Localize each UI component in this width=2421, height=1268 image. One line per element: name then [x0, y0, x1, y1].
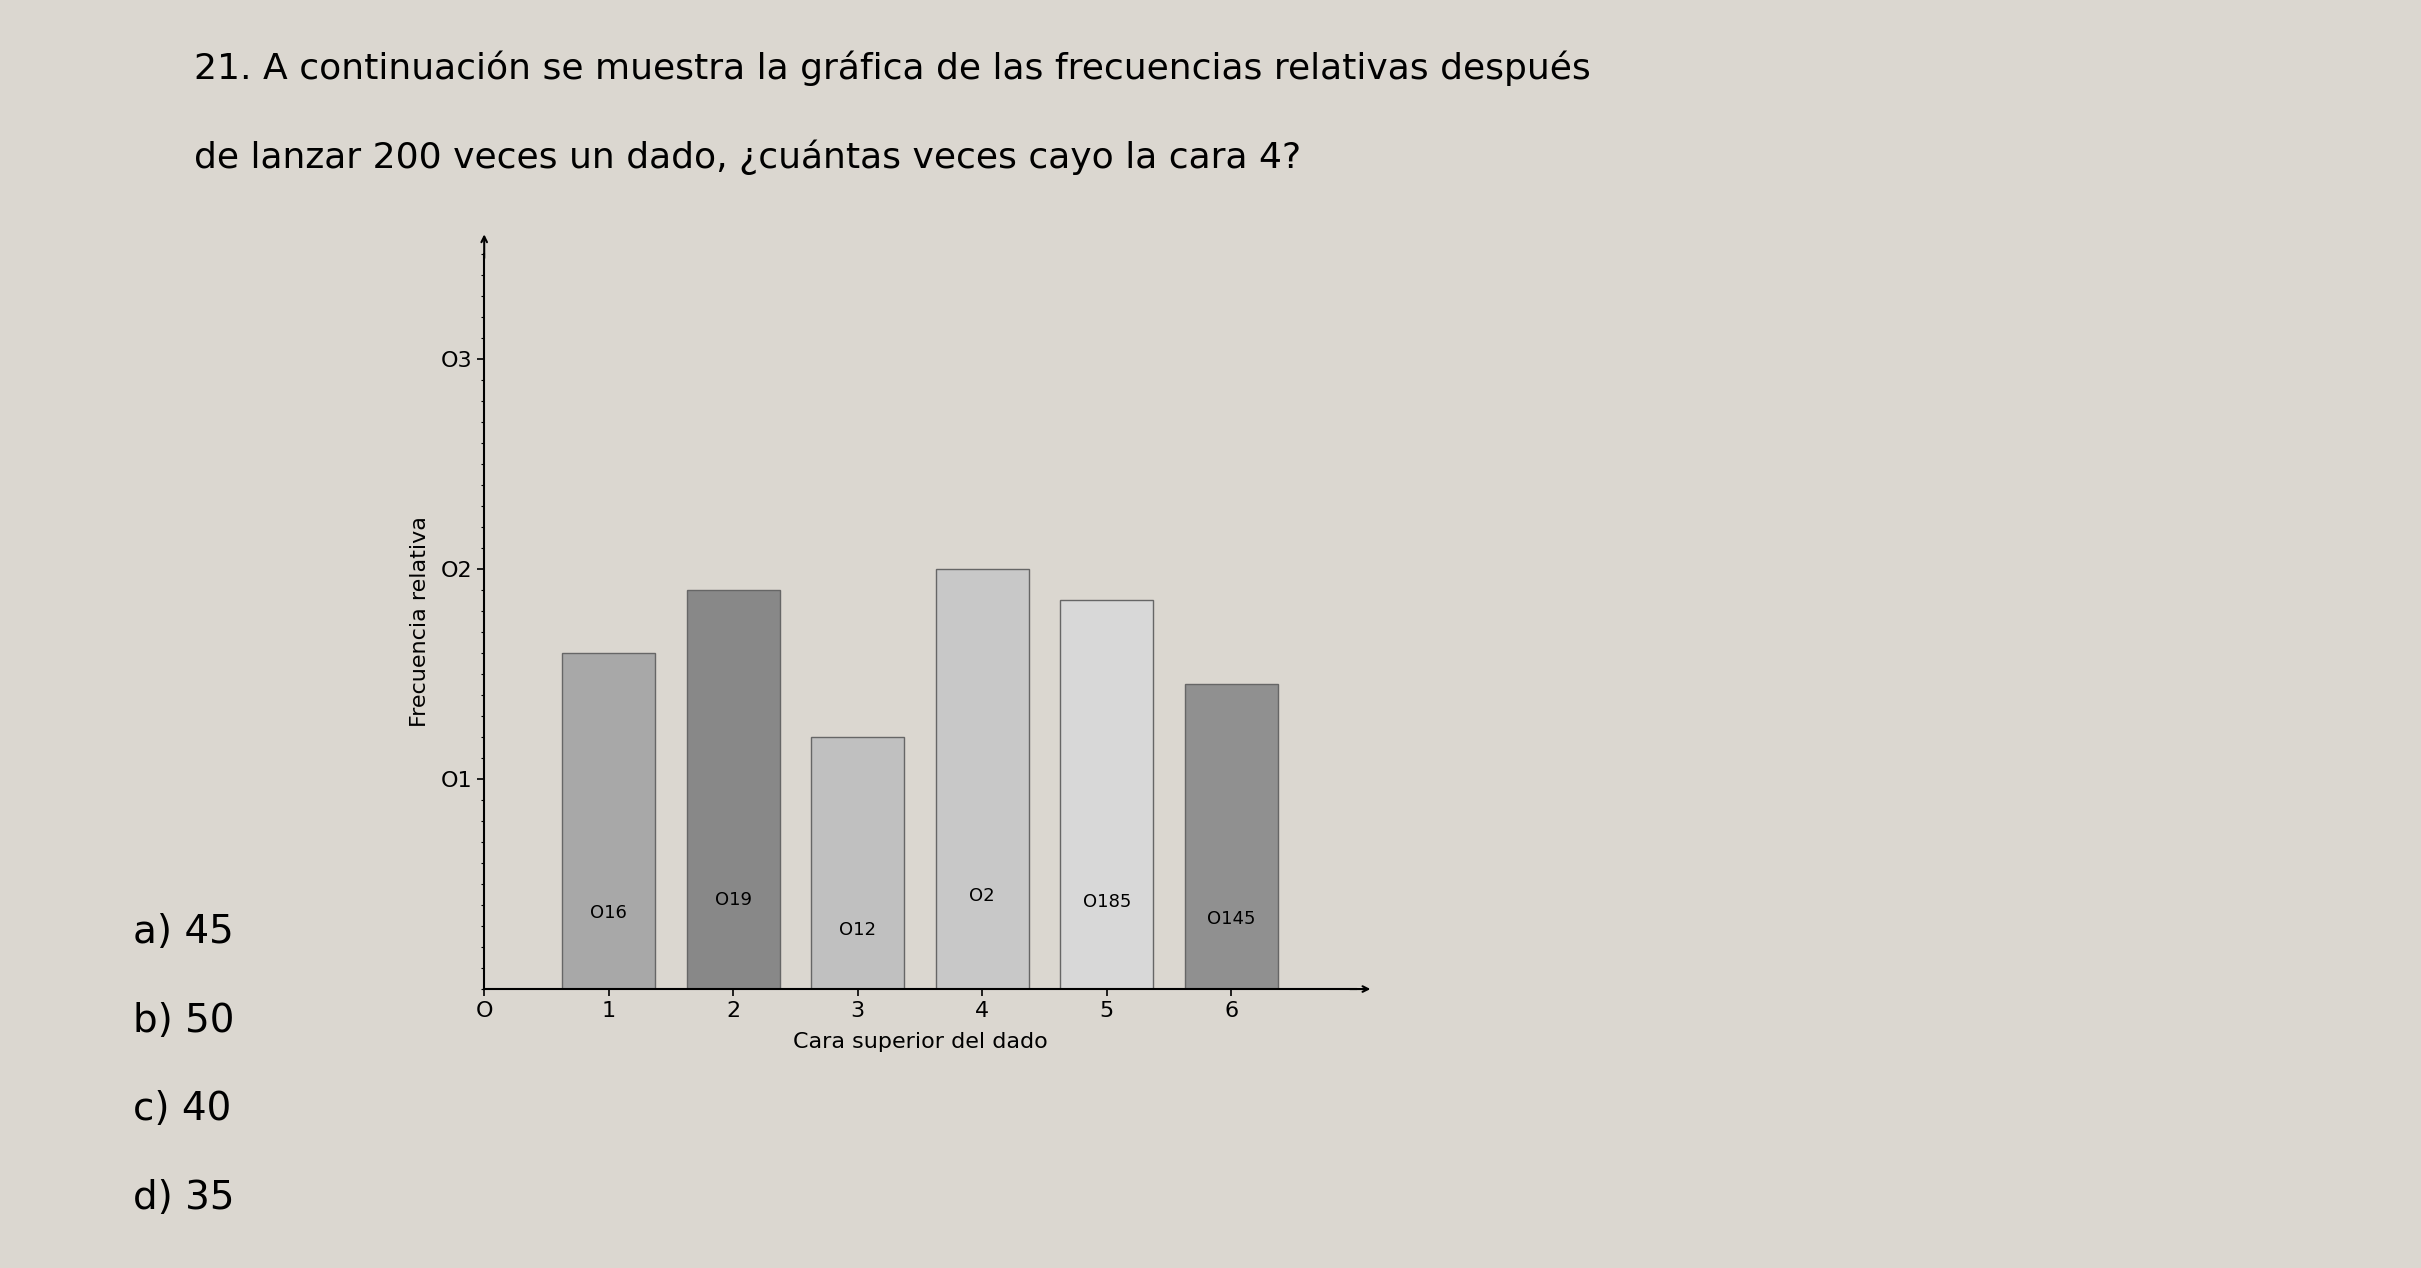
Bar	[1060, 600, 1152, 989]
Bar	[935, 569, 1029, 989]
Text: O185: O185	[1082, 893, 1131, 912]
Text: b) 50: b) 50	[133, 1002, 235, 1040]
X-axis label: Cara superior del dado: Cara superior del dado	[792, 1032, 1048, 1052]
Text: O16: O16	[591, 904, 627, 922]
Text: O2: O2	[968, 888, 995, 905]
Text: a) 45: a) 45	[133, 913, 235, 951]
Y-axis label: Frecuencia relativa: Frecuencia relativa	[409, 516, 429, 727]
Text: 21. A continuación se muestra la gráfica de las frecuencias relativas después: 21. A continuación se muestra la gráfica…	[194, 51, 1591, 86]
Bar	[1184, 685, 1278, 989]
Bar	[562, 653, 656, 989]
Text: O12: O12	[840, 921, 876, 938]
Text: O145: O145	[1208, 910, 1256, 928]
Bar	[688, 590, 780, 989]
Text: d) 35: d) 35	[133, 1179, 235, 1217]
Text: de lanzar 200 veces un dado, ¿cuántas veces cayo la cara 4?: de lanzar 200 veces un dado, ¿cuántas ve…	[194, 139, 1300, 175]
Bar	[811, 737, 905, 989]
Text: c) 40: c) 40	[133, 1090, 232, 1129]
Text: O19: O19	[714, 891, 751, 909]
